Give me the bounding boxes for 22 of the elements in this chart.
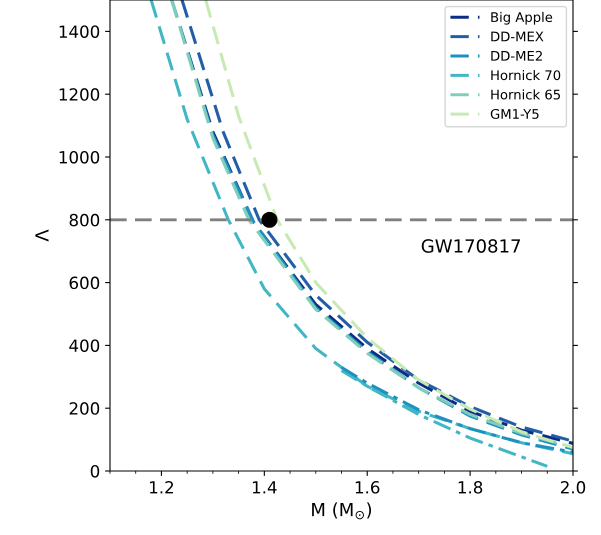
x-tick-label: 1.2 (150, 481, 174, 494)
y-tick-label: 1400 (60, 25, 100, 38)
ref-line-label: GW170817 (422, 239, 520, 253)
legend-label: Hornick 70 (491, 70, 560, 80)
y-axis-title: Λ (35, 229, 49, 242)
x-axis-title: M (M$_{⊙}$) (312, 502, 372, 520)
x-tick-label: 2.0 (560, 481, 586, 494)
y-tick-label: 600 (70, 276, 100, 290)
y-tick-label: 200 (70, 402, 100, 415)
y-tick-label: 1200 (60, 88, 100, 101)
x-tick-label: 1.4 (252, 481, 277, 494)
legend-label: DD-ME2 (491, 50, 542, 61)
legend-label: Hornick 65 (491, 89, 560, 100)
y-tick-label: 0 (90, 464, 100, 478)
x-tick-label: 1.8 (458, 481, 482, 494)
y-tick-label: 800 (70, 214, 100, 226)
y-tick-label: 1000 (60, 150, 100, 164)
legend-label: DD-MEX (491, 32, 544, 42)
legend-label: Big Apple (491, 12, 552, 25)
x-tick-label: 1.6 (356, 481, 380, 494)
y-tick-label: 400 (69, 339, 100, 352)
legend-label: GM1-Y5 (490, 108, 539, 119)
